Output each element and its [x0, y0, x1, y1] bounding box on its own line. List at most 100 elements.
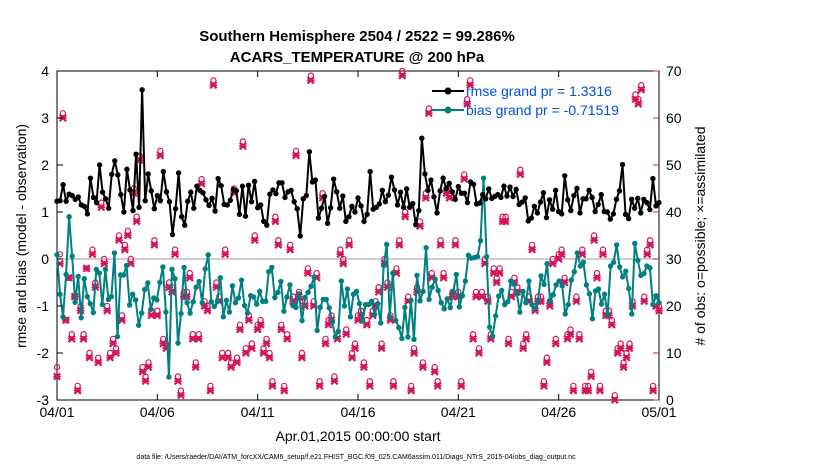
rmse-point [498, 194, 504, 201]
obs-assimilated-marker [637, 85, 646, 94]
obs-possible-marker [115, 232, 123, 239]
obs-possible-marker [425, 105, 433, 112]
obs-possible-marker [611, 392, 618, 399]
bias-point [272, 294, 278, 301]
rmse-point [340, 193, 346, 199]
bias-point [329, 318, 335, 325]
bias-point [580, 259, 587, 265]
obs-possible-marker [390, 378, 397, 385]
obs-assimilated-marker [578, 250, 587, 259]
rmse-point [425, 187, 431, 194]
obs-assimilated-marker [348, 353, 357, 362]
rmse-point [403, 186, 410, 192]
bias-point [411, 336, 417, 343]
rmse-point [236, 211, 243, 218]
obs-assimilated-marker [94, 358, 103, 367]
bias-point [626, 285, 632, 292]
bias-point [217, 275, 224, 281]
rmse-point [400, 204, 407, 210]
rmse-point [510, 193, 516, 200]
obs-possible-marker [53, 363, 61, 371]
obs-assimilated-marker [191, 363, 200, 372]
rmse-point [577, 210, 583, 216]
rmse-point [434, 210, 440, 216]
bias-point [66, 214, 72, 220]
rmse-point [440, 175, 446, 181]
obs-possible-marker [74, 382, 81, 390]
rmse-point [416, 207, 422, 214]
obs-assimilated-marker [141, 377, 150, 386]
rmse-point [90, 194, 97, 201]
bias-point [132, 297, 139, 303]
obs-possible-marker [192, 359, 199, 366]
bias-point [405, 334, 411, 340]
obs-assimilated-marker [610, 396, 619, 404]
rmse-point [482, 196, 489, 202]
bias-point [235, 295, 242, 301]
bias-point [377, 320, 384, 326]
bias-point [656, 300, 662, 306]
obs-possible-marker [617, 340, 624, 347]
bias-point [420, 288, 426, 295]
rmse-point [288, 187, 294, 194]
rmse-point [142, 198, 148, 204]
obs-possible-marker [431, 363, 438, 371]
bias-point [281, 308, 287, 314]
bias-point [604, 311, 611, 318]
bias-point [154, 297, 160, 303]
obs-assimilated-marker [256, 320, 265, 329]
rmse-point [531, 203, 538, 210]
obs-assimilated-marker [206, 386, 215, 395]
obs-possible-marker [101, 255, 108, 263]
bias-point [589, 315, 596, 322]
y-left-tick-label: 4 [41, 63, 49, 79]
bias-point [538, 273, 544, 279]
rmse-point [361, 218, 367, 225]
obs-possible-marker [313, 269, 320, 277]
bias-point [550, 292, 556, 298]
obs-assimilated-marker [268, 381, 277, 390]
rmse-point [446, 180, 452, 187]
data-file-footer: data file: /Users/raeder/DAI/ATM_forcXX/… [136, 454, 576, 461]
obs-possible-marker [337, 246, 344, 253]
obs-assimilated-marker [424, 109, 433, 118]
rmse-point [638, 210, 644, 216]
rmse-point [151, 206, 157, 212]
rmse-point [519, 199, 525, 205]
axis-ticks: 04/01 04/06 04/11 04/16 04/21 04/26 05/01 -3 -2 -… [37, 63, 682, 420]
bias-point [139, 310, 145, 316]
bias-point [90, 309, 97, 316]
obs-possible-marker [511, 274, 518, 281]
obs-assimilated-marker [253, 325, 262, 334]
rmse-series [54, 87, 662, 239]
obs-possible-marker [469, 331, 477, 338]
y-right-tick-label: 60 [666, 110, 682, 126]
obs-assimilated-marker [247, 344, 256, 353]
legend-rmse-marker [444, 87, 452, 95]
bias-point [275, 289, 281, 296]
y-left-tick-label: -3 [37, 392, 50, 408]
obs-assimilated-marker [522, 334, 531, 343]
rmse-point [306, 149, 313, 155]
x-tick-label: 04/06 [140, 404, 175, 420]
rmse-point [367, 168, 373, 175]
y-right-tick-label: 70 [666, 63, 682, 79]
bias-point [332, 334, 339, 340]
bias-point [296, 291, 302, 297]
rmse-point [464, 199, 471, 206]
obs-assimilated-marker [640, 297, 649, 306]
bias-point [577, 263, 584, 269]
bias-point [381, 262, 387, 269]
bias-point [54, 252, 60, 258]
obs-assimilated-marker [315, 381, 324, 390]
obs-possible-marker [127, 255, 134, 263]
obs-possible-marker [86, 349, 93, 357]
obs-possible-marker [626, 340, 633, 347]
rmse-point [650, 175, 656, 182]
rmse-point [200, 190, 206, 196]
obs-assimilated-marker [528, 245, 537, 254]
bias-point [148, 306, 154, 312]
obs-assimilated-marker [607, 320, 616, 329]
obs-assimilated-marker [244, 316, 253, 325]
obs-assimilated-marker [265, 353, 274, 362]
